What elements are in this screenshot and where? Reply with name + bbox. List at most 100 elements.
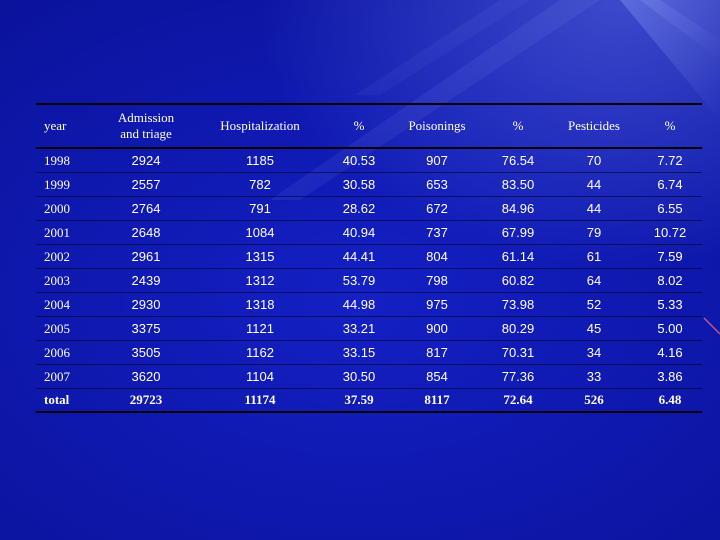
- total-cell: 29723: [102, 388, 190, 413]
- table-cell: 737: [388, 220, 486, 245]
- table-cell: 804: [388, 244, 486, 269]
- table-total-row: total 29723 11174 37.59 8117 72.64 526 6…: [36, 388, 702, 413]
- table-cell: 975: [388, 292, 486, 317]
- table-cell: 60.82: [486, 268, 550, 293]
- table-row: 2000 2764 791 28.62 672 84.96 44 6.55: [36, 196, 702, 221]
- table-cell: 907: [388, 148, 486, 173]
- table-cell: 77.36: [486, 364, 550, 389]
- header-poisonings: Poisonings: [408, 118, 466, 133]
- row-year-cell: 1999: [36, 172, 102, 197]
- data-table: year Admission and triage Hospitalizatio…: [36, 103, 702, 413]
- table-cell: 672: [388, 196, 486, 221]
- table-row: 2005 3375 1121 33.21 900 80.29 45 5.00: [36, 316, 702, 341]
- table-cell: 653: [388, 172, 486, 197]
- row-year-cell: 2000: [36, 196, 102, 221]
- table-row: 2001 2648 1084 40.94 737 67.99 79 10.72: [36, 220, 702, 245]
- table-cell: 45: [550, 316, 638, 341]
- table-cell: 3505: [102, 340, 190, 365]
- total-cell: 11174: [190, 388, 330, 413]
- table-cell: 900: [388, 316, 486, 341]
- table-cell: 2930: [102, 292, 190, 317]
- table-cell: 1084: [190, 220, 330, 245]
- header-admission-line2: and triage: [120, 126, 172, 141]
- table-cell: 44.98: [330, 292, 388, 317]
- table-cell: 854: [388, 364, 486, 389]
- table-cell: 2924: [102, 148, 190, 173]
- table-row: 1999 2557 782 30.58 653 83.50 44 6.74: [36, 172, 702, 197]
- table-cell: 44: [550, 196, 638, 221]
- row-year-cell: 2005: [36, 316, 102, 341]
- table-cell: 1162: [190, 340, 330, 365]
- table-row: 2006 3505 1162 33.15 817 70.31 34 4.16: [36, 340, 702, 365]
- table-cell: 782: [190, 172, 330, 197]
- table-cell: 3375: [102, 316, 190, 341]
- table-cell: 80.29: [486, 316, 550, 341]
- header-admission-line1: Admission: [117, 110, 175, 125]
- table-cell: 76.54: [486, 148, 550, 173]
- table-header-row: year Admission and triage Hospitalizatio…: [36, 104, 702, 148]
- data-table-container: year Admission and triage Hospitalizatio…: [36, 103, 702, 413]
- total-cell: 526: [550, 388, 638, 413]
- table-cell: 70.31: [486, 340, 550, 365]
- table-cell: 3620: [102, 364, 190, 389]
- table-cell: 61: [550, 244, 638, 269]
- table-cell: 67.99: [486, 220, 550, 245]
- table-cell: 8.02: [638, 268, 702, 293]
- table-cell: 30.58: [330, 172, 388, 197]
- row-year-cell: 2002: [36, 244, 102, 269]
- table-cell: 798: [388, 268, 486, 293]
- table-cell: 52: [550, 292, 638, 317]
- table-cell: 2648: [102, 220, 190, 245]
- header-year: year: [44, 118, 67, 133]
- table-cell: 7.72: [638, 148, 702, 173]
- table-cell: 83.50: [486, 172, 550, 197]
- table-cell: 1185: [190, 148, 330, 173]
- total-cell: 8117: [388, 388, 486, 413]
- table-cell: 33.21: [330, 316, 388, 341]
- table-cell: 6.55: [638, 196, 702, 221]
- row-year-cell: 2004: [36, 292, 102, 317]
- table-cell: 3.86: [638, 364, 702, 389]
- table-cell: 2961: [102, 244, 190, 269]
- table-cell: 1312: [190, 268, 330, 293]
- table-cell: 1315: [190, 244, 330, 269]
- row-year-cell: 2001: [36, 220, 102, 245]
- table-cell: 6.74: [638, 172, 702, 197]
- table-cell: 10.72: [638, 220, 702, 245]
- header-admission: Admission and triage: [102, 104, 190, 148]
- header-pesticides: Pesticides: [568, 118, 620, 133]
- table-row: 2002 2961 1315 44.41 804 61.14 61 7.59: [36, 244, 702, 269]
- table-row: 2004 2930 1318 44.98 975 73.98 52 5.33: [36, 292, 702, 317]
- row-year-cell: 2006: [36, 340, 102, 365]
- table-cell: 4.16: [638, 340, 702, 365]
- table-cell: 40.53: [330, 148, 388, 173]
- table-cell: 44: [550, 172, 638, 197]
- table-row: 2003 2439 1312 53.79 798 60.82 64 8.02: [36, 268, 702, 293]
- header-pois-percent: %: [512, 118, 524, 133]
- table-cell: 28.62: [330, 196, 388, 221]
- table-cell: 44.41: [330, 244, 388, 269]
- table-cell: 34: [550, 340, 638, 365]
- table-cell: 5.00: [638, 316, 702, 341]
- row-year-cell: 2003: [36, 268, 102, 293]
- table-cell: 1104: [190, 364, 330, 389]
- table-row: 1998 2924 1185 40.53 907 76.54 70 7.72: [36, 148, 702, 173]
- table-cell: 73.98: [486, 292, 550, 317]
- table-cell: 30.50: [330, 364, 388, 389]
- table-cell: 33: [550, 364, 638, 389]
- table-cell: 33.15: [330, 340, 388, 365]
- total-cell: 72.64: [486, 388, 550, 413]
- row-year-cell: 1998: [36, 148, 102, 173]
- table-cell: 84.96: [486, 196, 550, 221]
- table-cell: 2439: [102, 268, 190, 293]
- table-cell: 79: [550, 220, 638, 245]
- total-cell: 37.59: [330, 388, 388, 413]
- header-hospitalization: Hospitalization: [220, 118, 300, 133]
- table-cell: 2764: [102, 196, 190, 221]
- table-cell: 1318: [190, 292, 330, 317]
- total-cell: total: [36, 388, 102, 413]
- table-cell: 1121: [190, 316, 330, 341]
- total-cell: 6.48: [638, 388, 702, 413]
- table-cell: 2557: [102, 172, 190, 197]
- header-pest-percent: %: [664, 118, 676, 133]
